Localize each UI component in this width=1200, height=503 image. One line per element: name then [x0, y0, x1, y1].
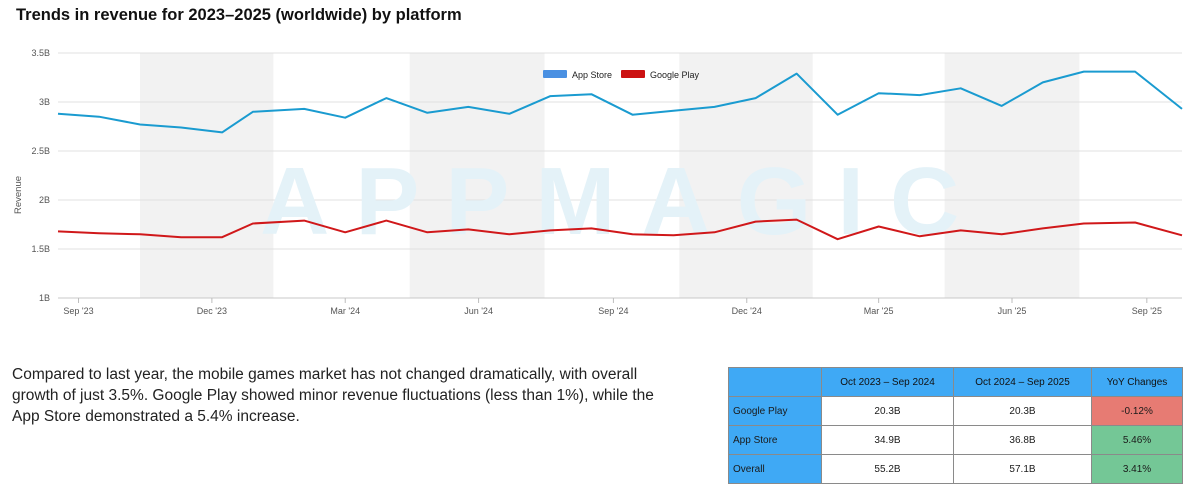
cell-app-store-period-2: 36.8B — [953, 425, 1092, 455]
y-tick-label: 1B — [39, 293, 50, 303]
summary-text: Compared to last year, the mobile games … — [12, 366, 654, 425]
cell-google-play-period-2: 20.3B — [953, 396, 1092, 426]
cell-app-store-period-1: 34.9B — [821, 425, 954, 455]
y-tick-label: 3B — [39, 97, 50, 107]
cell-overall-period-2: 57.1B — [953, 454, 1092, 484]
table-header-yoy: YoY Changes — [1091, 367, 1183, 397]
row-label-app-store: App Store — [728, 425, 822, 455]
x-axis-ticks — [78, 298, 1148, 303]
x-tick-label: Mar '24 — [330, 306, 360, 316]
table-header-period-2: Oct 2024 – Sep 2025 — [953, 367, 1092, 397]
revenue-comparison-table: Oct 2023 – Sep 2024 Oct 2024 – Sep 2025 … — [728, 367, 1183, 484]
table-header-period-1: Oct 2023 – Sep 2024 — [821, 367, 954, 397]
x-tick-label: Dec '23 — [197, 306, 227, 316]
shaded-band — [944, 53, 1080, 298]
series-lines — [57, 70, 1183, 241]
x-axis-labels: Sep '23 Dec '23 Mar '24 Jun '24 Sep '24 Dec '… — [63, 306, 1162, 316]
table-row: Overall 55.2B 57.1B 3.41% — [728, 454, 1183, 484]
chart-title: Trends in revenue for 2023–2025 (worldwi… — [16, 6, 462, 24]
shaded-band — [140, 53, 274, 298]
watermark: APPMAGIC — [260, 148, 985, 255]
table-header-corner — [728, 367, 822, 397]
x-tick-label: Jun '25 — [998, 306, 1027, 316]
table-header-row: Oct 2023 – Sep 2024 Oct 2024 – Sep 2025 … — [728, 367, 1183, 397]
y-axis-title: Revenue — [13, 176, 24, 214]
cell-overall-period-1: 55.2B — [821, 454, 954, 484]
y-tick-label: 2B — [39, 195, 50, 205]
cell-google-play-period-1: 20.3B — [821, 396, 954, 426]
cell-app-store-yoy: 5.46% — [1091, 425, 1183, 455]
legend-swatch-google-play — [621, 70, 645, 78]
shaded-band — [679, 53, 813, 298]
series-line-google-play — [57, 218, 1183, 241]
x-tick-label: Jun '24 — [464, 306, 493, 316]
y-tick-label: 1.5B — [31, 244, 50, 254]
y-tick-label: 2.5B — [31, 146, 50, 156]
y-tick-label: 3.5B — [31, 48, 50, 58]
revenue-line-chart: APPMAGIC 1B 1.5B 2B 2.5B 3B 3.5B Sep '23 Dec '… — [13, 48, 1183, 316]
x-tick-label: Sep '25 — [1132, 306, 1162, 316]
table-row: App Store 34.9B 36.8B 5.46% — [728, 425, 1183, 455]
row-label-overall: Overall — [728, 454, 822, 484]
x-tick-label: Sep '23 — [63, 306, 93, 316]
legend-label-google-play: Google Play — [650, 70, 700, 80]
x-tick-label: Mar '25 — [864, 306, 894, 316]
x-tick-label: Dec '24 — [732, 306, 762, 316]
shaded-quarters — [140, 53, 1080, 298]
legend: App Store Google Play — [543, 70, 700, 80]
row-label-google-play: Google Play — [728, 396, 822, 426]
x-tick-label: Sep '24 — [598, 306, 628, 316]
series-line-app-store — [57, 70, 1183, 134]
y-axis-labels: 1B 1.5B 2B 2.5B 3B 3.5B — [31, 48, 50, 303]
legend-swatch-app-store — [543, 70, 567, 78]
cell-google-play-yoy: -0.12% — [1091, 396, 1183, 426]
gridlines — [58, 52, 1182, 299]
shaded-band — [409, 53, 545, 298]
legend-label-app-store: App Store — [572, 70, 612, 80]
table-row: Google Play 20.3B 20.3B -0.12% — [728, 396, 1183, 426]
cell-overall-yoy: 3.41% — [1091, 454, 1183, 484]
